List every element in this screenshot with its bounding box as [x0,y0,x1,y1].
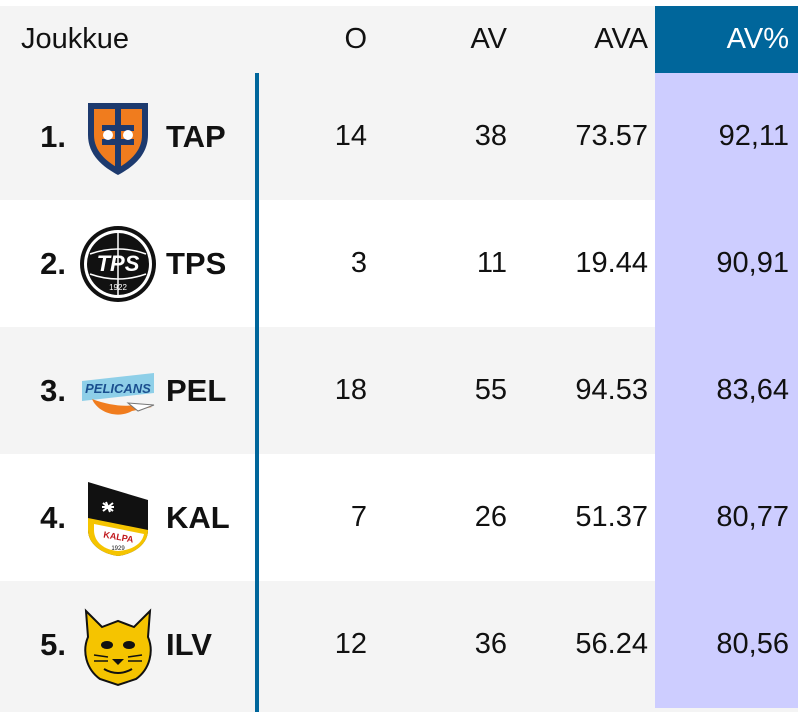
table-row[interactable]: 4. KALPA 1929 KAL 7 26 51.37 80,77 [0,454,798,581]
column-divider [255,73,259,712]
ava-cell: 19.44 [575,247,648,279]
header-games[interactable]: O [344,23,367,55]
tappara-logo-icon [78,97,158,177]
rank: 4. [40,500,66,535]
kalpa-logo-year: 1929 [111,546,125,552]
header-ava[interactable]: AVA [594,23,648,55]
tps-logo-icon: TPS 1922 [78,224,158,304]
games-cell: 12 [334,628,367,660]
av-pct-cell: 83,64 [655,327,798,454]
games-cell: 18 [334,374,367,406]
tps-logo-year: 1922 [109,283,127,292]
av-cell: 38 [474,120,507,152]
table-row[interactable]: 5. ILV 12 36 56.24 80,56 [0,581,798,712]
av-pct-cell: 80,56 [655,581,798,708]
av-pct-cell: 80,77 [655,454,798,581]
pelicans-logo-icon: PELICANS [78,351,158,431]
rank: 5. [40,627,66,662]
team-abbr: PEL [166,373,227,408]
header-team[interactable]: Joukkue [21,23,130,55]
ava-cell: 56.24 [575,628,648,660]
rank: 3. [40,373,66,408]
kalpa-logo-icon: KALPA 1929 [78,478,158,558]
ava-cell: 94.53 [575,374,648,406]
table-row[interactable]: 3. PELICANS PEL 18 55 94.53 83,64 [0,327,798,454]
team-abbr: ILV [166,627,212,662]
av-cell: 11 [476,247,507,279]
header-av-pct[interactable]: AV% [655,6,798,73]
games-cell: 3 [350,247,367,279]
header-av[interactable]: AV [470,23,507,55]
table-row[interactable]: 2. TPS 1922 TPS 3 11 19.44 90,91 [0,200,798,327]
table-header: Joukkue O AV AVA AV% [0,6,798,73]
av-cell: 55 [474,374,507,406]
games-cell: 14 [334,120,367,152]
team-abbr: TAP [166,119,226,154]
av-pct-cell: 92,11 [655,73,798,200]
ava-cell: 73.57 [575,120,648,152]
table-row[interactable]: 1. TAP 14 38 73.57 92,11 [0,73,798,200]
team-abbr: KAL [166,500,230,535]
team-abbr: TPS [166,246,227,281]
rank: 2. [40,246,66,281]
tps-logo-text: TPS [97,251,140,276]
av-pct-cell: 90,91 [655,200,798,327]
pelicans-logo-text: PELICANS [85,381,151,396]
games-cell: 7 [350,501,367,533]
ilves-logo-icon [78,607,158,687]
av-cell: 36 [474,628,507,660]
av-cell: 26 [474,501,507,533]
rank: 1. [40,119,66,154]
ava-cell: 51.37 [575,501,648,533]
